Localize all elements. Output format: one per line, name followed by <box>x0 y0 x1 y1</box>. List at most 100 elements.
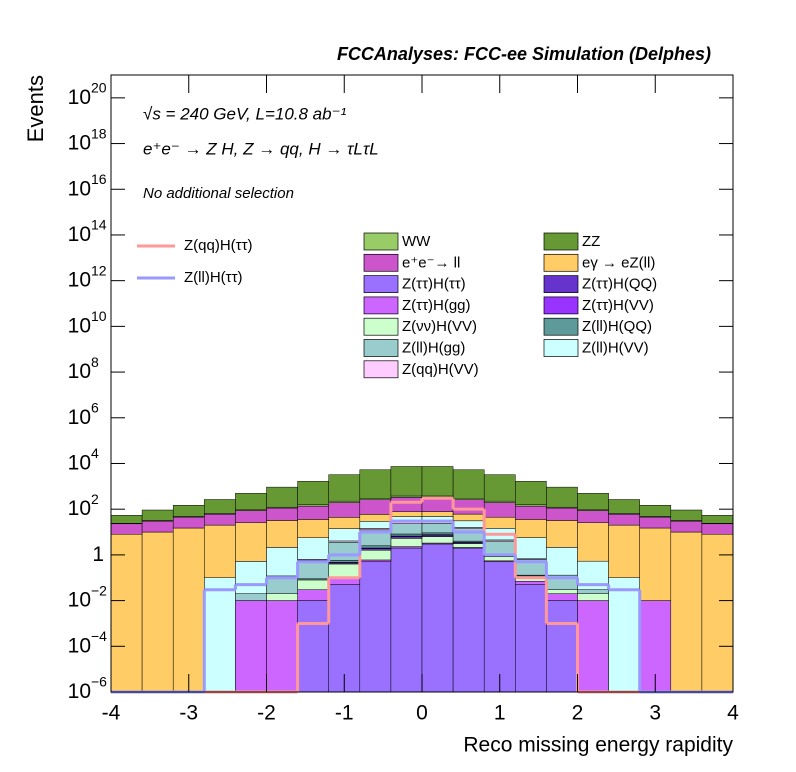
stack-bar <box>297 505 329 520</box>
y-tick-label-base: 10 <box>68 497 91 520</box>
legend-label: Z(ll)H(ττ) <box>184 269 243 286</box>
stack-bar <box>235 561 267 594</box>
legend-label: Z(ll)H(VV) <box>582 339 649 356</box>
stack-bar <box>328 563 361 578</box>
annotation: √s = 240 GeV, L=10.8 ab⁻¹ <box>143 104 347 123</box>
stack-bar <box>266 547 298 577</box>
stack-bar <box>235 510 267 523</box>
x-tick-label: -1 <box>335 702 354 725</box>
stack-bar <box>515 505 547 520</box>
stack-bar <box>359 549 392 561</box>
legend-label: Z(ττ)H(ττ) <box>402 276 466 293</box>
stack-bar <box>546 547 578 576</box>
y-tick-exponent: 14 <box>91 217 107 233</box>
legend-swatch <box>363 275 399 293</box>
stack-bar <box>608 513 640 526</box>
x-tick-label: 3 <box>649 702 661 725</box>
stack-bar <box>452 499 485 515</box>
legend-swatch <box>543 317 579 336</box>
x-tick-label: 0 <box>416 702 428 725</box>
y-tick-exponent: −2 <box>91 582 107 598</box>
legend-label: eγ → eZ(ll) <box>582 254 655 271</box>
legend-swatch <box>363 296 399 315</box>
y-tick-label: 10 <box>68 131 91 154</box>
stack-bar <box>172 516 205 529</box>
stack-bar <box>141 509 174 521</box>
x-tick-label: 4 <box>727 702 739 725</box>
stack-bar <box>204 577 236 693</box>
stack-bar <box>359 499 392 515</box>
y-tick-exponent: 8 <box>91 354 99 370</box>
legend-swatch <box>363 317 399 336</box>
stack-bar <box>452 469 485 499</box>
stack-bar <box>390 466 423 497</box>
x-tick-label: 1 <box>494 702 506 725</box>
legend-swatch <box>363 339 399 357</box>
y-tick-label-base: 10 <box>68 85 91 108</box>
y-tick-label: 10 <box>68 497 91 520</box>
x-axis-label: Reco missing energy rapidity <box>463 734 733 757</box>
y-tick-label: 10 <box>68 360 91 383</box>
y-tick-label-base: 10 <box>68 680 91 703</box>
stack-bar <box>297 579 329 590</box>
legend-swatch <box>543 275 579 293</box>
stack-bar <box>359 561 392 693</box>
stack-bar <box>204 513 236 526</box>
stack-bar <box>639 516 672 529</box>
x-tick-label: -2 <box>257 702 276 725</box>
stack-bar <box>235 593 267 601</box>
legend-swatch <box>543 296 579 315</box>
stack-bar <box>421 543 454 693</box>
stack-bar <box>421 536 454 544</box>
y-tick-label: 10 <box>68 314 91 337</box>
legend-label: Z(ττ)H(QQ) <box>582 276 657 293</box>
stack-bar <box>577 600 609 693</box>
stack-bar <box>266 593 298 601</box>
y-tick-exponent: 2 <box>91 491 99 507</box>
stack-bar <box>390 538 423 547</box>
stack-bar <box>483 556 516 562</box>
stack-bar <box>235 493 267 511</box>
y-tick-label-base: 10 <box>68 405 91 428</box>
stack-bar <box>608 577 640 693</box>
stack-bar <box>266 520 298 548</box>
y-tick-label-base: 10 <box>68 314 91 337</box>
stack-bar <box>670 509 703 521</box>
stack-bar <box>577 589 609 594</box>
y-tick-label: 10 <box>68 680 91 703</box>
y-tick-label-base: 10 <box>68 360 91 383</box>
legend-swatch <box>543 339 579 357</box>
stack-bar <box>577 493 609 511</box>
stack-bar <box>235 600 267 693</box>
stack-bar <box>452 543 485 548</box>
stack-bar <box>110 534 143 693</box>
x-tick-label: -3 <box>179 702 198 725</box>
stack-bar <box>297 481 329 506</box>
stack-bar <box>452 520 485 528</box>
legend-label: ZZ <box>582 233 600 250</box>
legend-label: Z(ll)H(gg) <box>402 339 465 356</box>
y-tick-label: 10 <box>68 223 91 246</box>
stack-bar <box>577 522 609 562</box>
stack-bar <box>546 600 578 693</box>
stack-bar <box>483 516 516 529</box>
y-tick-label-base: 10 <box>68 451 91 474</box>
legend-label: Z(νν)H(VV) <box>402 318 477 335</box>
stack-bar <box>546 589 578 594</box>
stack-bar <box>515 481 547 506</box>
y-tick-exponent: 12 <box>91 262 107 278</box>
stack-bar <box>141 531 174 693</box>
stack-bar <box>670 520 703 533</box>
stack-bar <box>266 600 298 693</box>
stack-bar <box>172 527 205 693</box>
stack-bar <box>235 522 267 562</box>
stack-bar <box>701 515 734 524</box>
stack-bar <box>452 513 485 522</box>
stack-bar <box>328 502 361 518</box>
y-tick-exponent: 6 <box>91 399 99 415</box>
annotation: No additional selection <box>143 185 294 202</box>
stack-bar <box>546 593 578 601</box>
stack-bar <box>452 547 485 693</box>
y-tick-exponent: 16 <box>91 171 107 187</box>
stack-bar <box>639 505 672 517</box>
